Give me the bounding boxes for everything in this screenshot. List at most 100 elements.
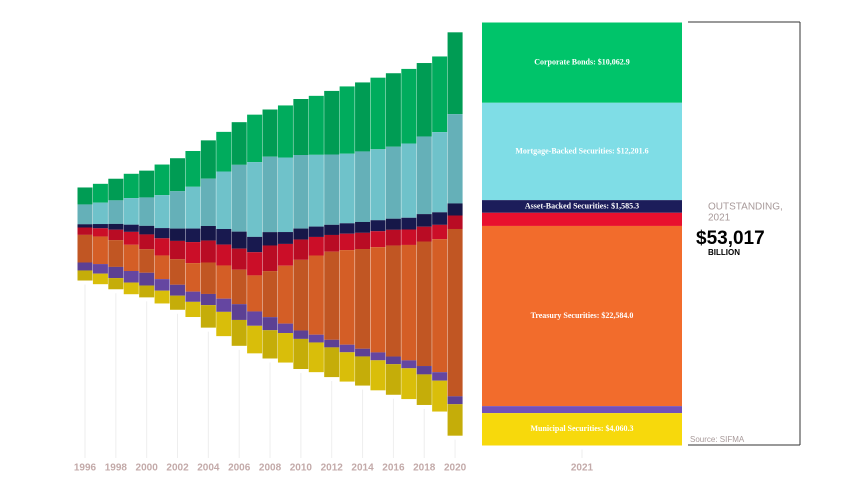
stream-segment: [92, 202, 108, 225]
total-year: 2021: [708, 213, 731, 224]
segment-shade: [247, 275, 263, 312]
segment-shade: [277, 265, 293, 324]
stream-segment: [262, 232, 278, 246]
stream-segment: [108, 266, 124, 279]
stream-segment: [339, 250, 355, 345]
stream-segment: [92, 183, 108, 203]
segment-shade: [231, 231, 247, 249]
stream-segment: [231, 304, 247, 320]
segment-shade: [432, 56, 448, 133]
stream-segment: [262, 109, 278, 157]
stream-segment: [154, 164, 170, 196]
segment-shade: [432, 132, 448, 213]
stream-segment: [216, 265, 232, 299]
stream-segment: [139, 225, 155, 235]
segment-shade: [447, 203, 463, 216]
stream-segment: [216, 131, 232, 172]
stream-segment: [447, 114, 463, 204]
stream-segment: [416, 136, 432, 215]
stream-segment: [108, 200, 124, 224]
stream-segment: [339, 352, 355, 382]
total-value: $53,017: [696, 228, 765, 249]
segment-shade: [185, 263, 201, 292]
segment-shade: [231, 248, 247, 270]
x-tick-label: 2010: [290, 463, 313, 474]
stream-segment: [385, 146, 401, 219]
x-tick-label: 2002: [166, 463, 189, 474]
stream-segment: [308, 334, 324, 343]
stream-segment: [339, 153, 355, 224]
segment-shade: [401, 368, 417, 400]
segment-shade: [339, 344, 355, 353]
segment-shade: [308, 154, 324, 227]
stream-segment: [92, 273, 108, 285]
stream-segment: [170, 228, 186, 241]
stream-segment: [482, 200, 682, 213]
segment-shade: [262, 317, 278, 331]
stream-segment: [247, 325, 263, 354]
segment-shade: [154, 228, 170, 239]
stream-segment: [77, 224, 93, 228]
segment-shade: [170, 158, 186, 192]
segment-shade: [262, 245, 278, 272]
segment-shade: [370, 360, 386, 391]
segment-shade: [123, 173, 139, 199]
segment-shade: [385, 364, 401, 395]
segment-shade: [77, 204, 93, 225]
stream-segment: [277, 105, 293, 158]
x-tick-label: 2006: [228, 463, 251, 474]
segment-shade: [447, 114, 463, 204]
stream-segment: [355, 82, 371, 152]
segment-shade: [324, 339, 340, 348]
segment-shade: [277, 333, 293, 363]
x-tick-label: 2008: [259, 463, 282, 474]
stream-segment: [370, 360, 386, 391]
stream-segment: [92, 224, 108, 229]
segment-shade: [216, 298, 232, 312]
segment-shade: [401, 244, 417, 361]
segment-shade: [447, 396, 463, 405]
stream-segment: [108, 178, 124, 201]
segment-shade: [293, 338, 309, 369]
stream-segment: [185, 291, 201, 302]
segment-shade: [154, 195, 170, 229]
segment-shade: [139, 225, 155, 235]
segment-shade: [108, 278, 124, 290]
stream-segment: [185, 150, 201, 187]
stream-segment: [385, 218, 401, 230]
stream-segment: [355, 151, 371, 222]
stream-segment: [277, 265, 293, 324]
segment-shade: [170, 240, 186, 260]
stream-segment: [308, 226, 324, 237]
segment-shade: [416, 214, 432, 227]
stream-segment: [293, 330, 309, 339]
segment-shade: [216, 244, 232, 266]
stream-segment: [447, 404, 463, 436]
segment-shade: [185, 150, 201, 187]
stream-segment: [324, 251, 340, 340]
stream-segment: [108, 229, 124, 241]
segment-shade: [231, 122, 247, 165]
segment-shade: [416, 241, 432, 367]
stream-segment: [482, 413, 682, 446]
segment-shade: [293, 259, 309, 331]
stream-segment: [447, 203, 463, 216]
segment-shade: [447, 228, 463, 397]
segment-shade: [401, 143, 417, 218]
segment-shade: [77, 262, 93, 271]
stream-segment: [108, 278, 124, 290]
stream-segment: [200, 226, 216, 241]
stream-segment: [293, 259, 309, 331]
segment-shade: [370, 149, 386, 221]
stream-segment: [355, 232, 371, 250]
segment-shade: [123, 198, 139, 225]
segment-shade: [262, 330, 278, 359]
stream-segment: [401, 143, 417, 218]
stream-segment: [308, 236, 324, 256]
stream-segment: [216, 311, 232, 337]
stream-segment: [231, 231, 247, 249]
stream-segment: [200, 262, 216, 294]
stream-segment: [123, 244, 139, 271]
segment-shade: [216, 131, 232, 172]
